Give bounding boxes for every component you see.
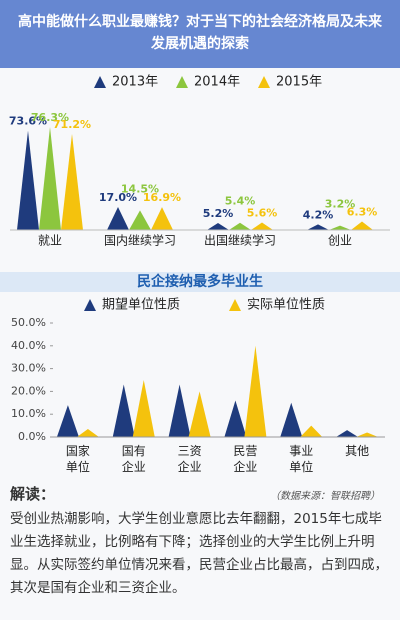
bar — [224, 400, 247, 437]
y-tick-label: 0.0% — [18, 430, 46, 443]
x-tick-label: 事业单位 — [289, 444, 313, 474]
bar — [188, 391, 211, 437]
value-label: 6.3% — [347, 205, 378, 218]
value-label: 5.2% — [203, 207, 234, 220]
bar — [356, 432, 379, 437]
value-label: 5.6% — [247, 206, 278, 219]
value-label: 4.2% — [303, 208, 334, 221]
legend-marker — [176, 76, 188, 88]
bar — [76, 429, 99, 437]
bar — [168, 384, 191, 437]
y-tick-label: 30.0% — [11, 362, 46, 375]
bar — [329, 225, 351, 230]
legend-marker — [84, 299, 96, 311]
x-tick-label: 创业 — [328, 234, 352, 248]
y-tick-label: 10.0% — [11, 407, 46, 420]
bar — [56, 405, 79, 437]
bar — [129, 210, 151, 230]
value-label: 17.0% — [99, 191, 137, 204]
x-tick-label: 国家单位 — [66, 443, 90, 474]
bar — [39, 126, 61, 230]
bar — [107, 207, 129, 230]
bar — [300, 425, 323, 437]
commentary-text: 受创业热潮影响，大学生创业意愿比去年翻翻，2015年七成毕业生选择就业，比例略有… — [10, 511, 388, 596]
bar — [17, 130, 39, 230]
bar — [112, 384, 135, 437]
value-label: 3.2% — [325, 198, 356, 211]
commentary-heading: 解读： — [10, 485, 56, 503]
x-tick-label: 其他 — [345, 444, 369, 458]
x-tick-label: 国内继续学习 — [104, 233, 176, 248]
bar — [229, 222, 251, 230]
bar — [251, 222, 273, 230]
commentary: 解读： （数据来源：智联招聘） 受创业热潮影响，大学生创业意愿比去年翻翻，201… — [10, 483, 390, 600]
x-tick-label: 民营企业 — [233, 444, 257, 474]
legend-label: 2014年 — [194, 75, 240, 90]
source: （数据来源：智联招聘） — [270, 491, 380, 502]
bar — [244, 345, 267, 437]
y-tick-label: 50.0% — [11, 316, 46, 329]
value-label: 5.4% — [225, 195, 256, 208]
y-tick-label: 40.0% — [11, 339, 46, 352]
x-tick-label: 就业 — [38, 234, 62, 248]
x-tick-label: 国有企业 — [122, 444, 146, 474]
value-label: 76.3% — [31, 111, 69, 124]
chart-title: 民企接纳最多毕业生 — [137, 273, 263, 290]
value-label: 14.5% — [121, 182, 159, 195]
bar — [61, 133, 83, 230]
value-label: 73.6% — [9, 115, 47, 128]
bar — [307, 224, 329, 230]
bar — [280, 402, 303, 437]
bar — [132, 380, 155, 437]
x-tick-label: 三资企业 — [178, 444, 202, 474]
legend-label: 实际单位性质 — [247, 298, 325, 313]
legend-marker — [229, 299, 241, 311]
legend-label: 期望单位性质 — [102, 297, 180, 313]
bar — [351, 221, 373, 230]
header-title: 高中能做什么职业最赚钱？对于当下的社会经济格局及未来发展机遇的探索 — [0, 0, 400, 68]
bar — [151, 207, 173, 230]
legend-marker — [258, 76, 270, 88]
legend-label: 2015年 — [276, 75, 322, 90]
title-bar — [0, 272, 400, 292]
value-label: 16.9% — [143, 191, 181, 204]
x-tick-label: 出国继续学习 — [204, 233, 276, 248]
value-label: 71.2% — [53, 118, 91, 131]
y-tick-label: 20.0% — [11, 384, 46, 397]
legend-label: 2013年 — [112, 75, 158, 90]
bar — [336, 430, 359, 437]
legend-marker — [94, 76, 106, 88]
bar — [207, 222, 229, 230]
